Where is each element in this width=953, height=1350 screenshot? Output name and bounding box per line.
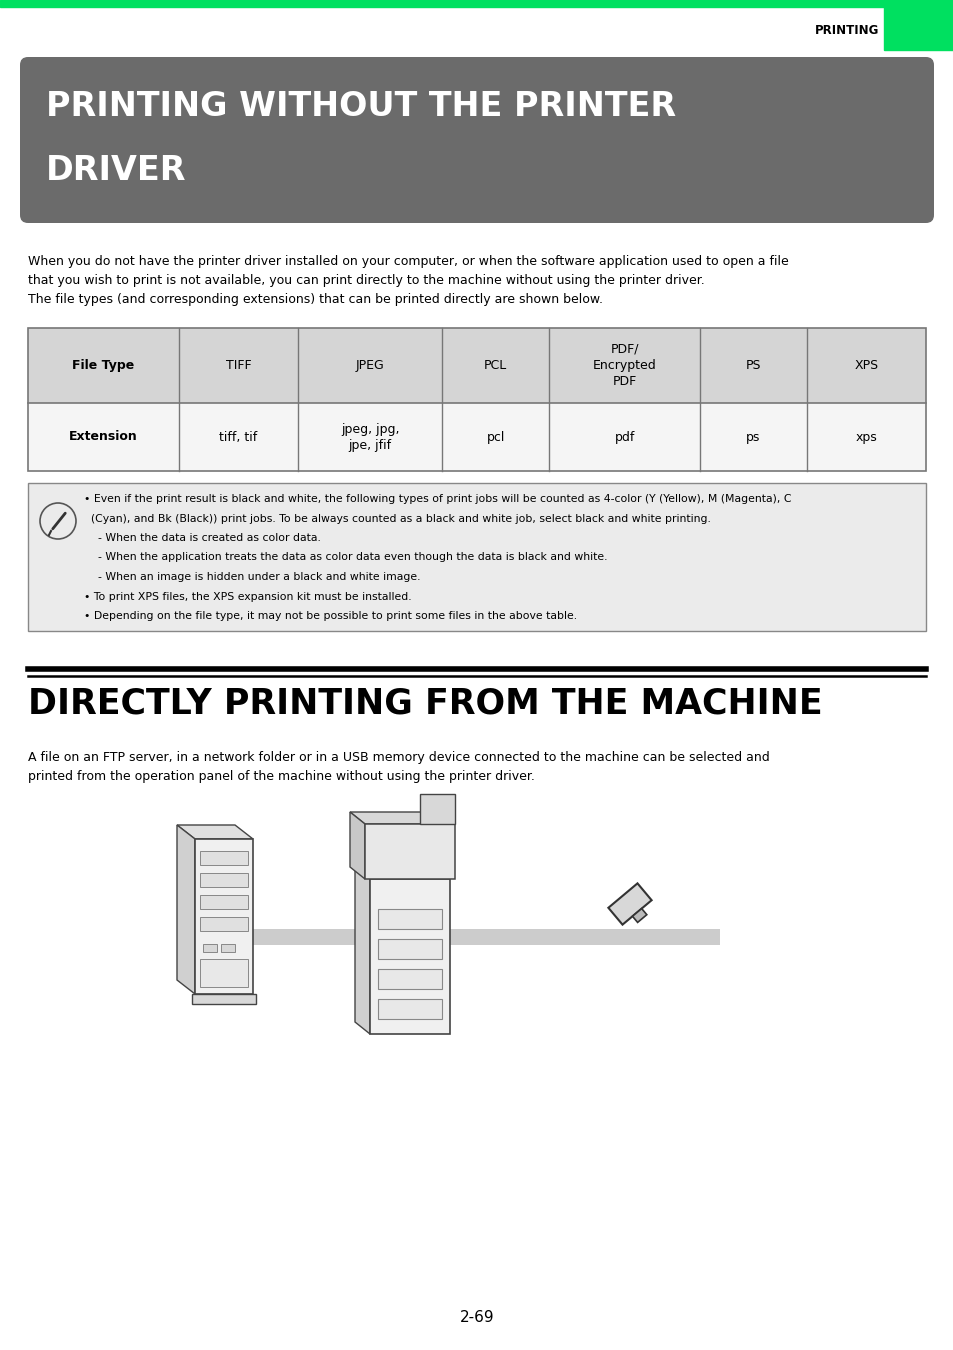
Polygon shape — [632, 909, 646, 922]
Polygon shape — [350, 811, 365, 879]
Bar — [419, 794, 455, 824]
Text: • To print XPS files, the XPS expansion kit must be installed.: • To print XPS files, the XPS expansion … — [84, 591, 411, 602]
Bar — [194, 838, 253, 994]
Polygon shape — [608, 883, 651, 925]
Text: (Cyan), and Bk (Black)) print jobs. To be always counted as a black and white jo: (Cyan), and Bk (Black)) print jobs. To b… — [84, 513, 710, 524]
Bar — [377, 969, 441, 990]
Polygon shape — [355, 867, 450, 879]
Text: File Type: File Type — [72, 359, 134, 373]
Text: xps: xps — [855, 431, 877, 444]
Bar — [200, 895, 248, 909]
Bar — [0, 0, 953, 7]
Bar — [192, 994, 255, 1004]
Bar — [28, 404, 925, 471]
Text: • Depending on the file type, it may not be possible to print some files in the : • Depending on the file type, it may not… — [84, 612, 577, 621]
Text: DRIVER: DRIVER — [46, 154, 186, 186]
Polygon shape — [350, 811, 455, 824]
Text: PRINTING: PRINTING — [814, 23, 878, 36]
Text: DIRECTLY PRINTING FROM THE MACHINE: DIRECTLY PRINTING FROM THE MACHINE — [28, 687, 821, 721]
Text: XPS: XPS — [853, 359, 878, 373]
Text: Extension: Extension — [69, 431, 137, 444]
Bar — [221, 944, 234, 952]
Bar — [200, 917, 248, 932]
Polygon shape — [355, 867, 370, 1034]
Bar — [28, 328, 925, 471]
Bar — [365, 824, 455, 879]
Bar — [230, 929, 720, 945]
Bar — [883, 0, 953, 50]
Bar — [377, 999, 441, 1019]
Text: pdf: pdf — [614, 431, 634, 444]
Text: PDF/
Encrypted
PDF: PDF/ Encrypted PDF — [592, 343, 656, 387]
Bar — [200, 873, 248, 887]
Bar — [28, 328, 925, 404]
Bar — [28, 483, 925, 630]
Text: jpeg, jpg,
jpe, jfif: jpeg, jpg, jpe, jfif — [340, 423, 399, 451]
Text: PS: PS — [745, 359, 760, 373]
Bar — [377, 940, 441, 958]
Text: - When an image is hidden under a black and white image.: - When an image is hidden under a black … — [84, 572, 420, 582]
Text: A file on an FTP server, in a network folder or in a USB memory device connected: A file on an FTP server, in a network fo… — [28, 751, 769, 783]
Text: - When the data is created as color data.: - When the data is created as color data… — [84, 533, 320, 543]
Bar — [203, 944, 216, 952]
Text: pcl: pcl — [486, 431, 504, 444]
Text: PRINTING WITHOUT THE PRINTER: PRINTING WITHOUT THE PRINTER — [46, 90, 676, 123]
Polygon shape — [177, 825, 253, 838]
Text: TIFF: TIFF — [225, 359, 251, 373]
Text: 2-69: 2-69 — [459, 1311, 494, 1326]
Text: • Even if the print result is black and white, the following types of print jobs: • Even if the print result is black and … — [84, 494, 791, 504]
Text: - When the application treats the data as color data even though the data is bla: - When the application treats the data a… — [84, 552, 607, 563]
Polygon shape — [177, 825, 194, 994]
Text: PCL: PCL — [484, 359, 507, 373]
Bar — [200, 958, 248, 987]
Bar — [370, 879, 450, 1034]
FancyBboxPatch shape — [20, 57, 933, 223]
Text: tiff, tif: tiff, tif — [219, 431, 257, 444]
Text: ps: ps — [745, 431, 760, 444]
Text: JPEG: JPEG — [355, 359, 384, 373]
Bar — [377, 909, 441, 929]
Bar — [200, 850, 248, 865]
Circle shape — [40, 504, 76, 539]
Text: When you do not have the printer driver installed on your computer, or when the : When you do not have the printer driver … — [28, 255, 788, 306]
